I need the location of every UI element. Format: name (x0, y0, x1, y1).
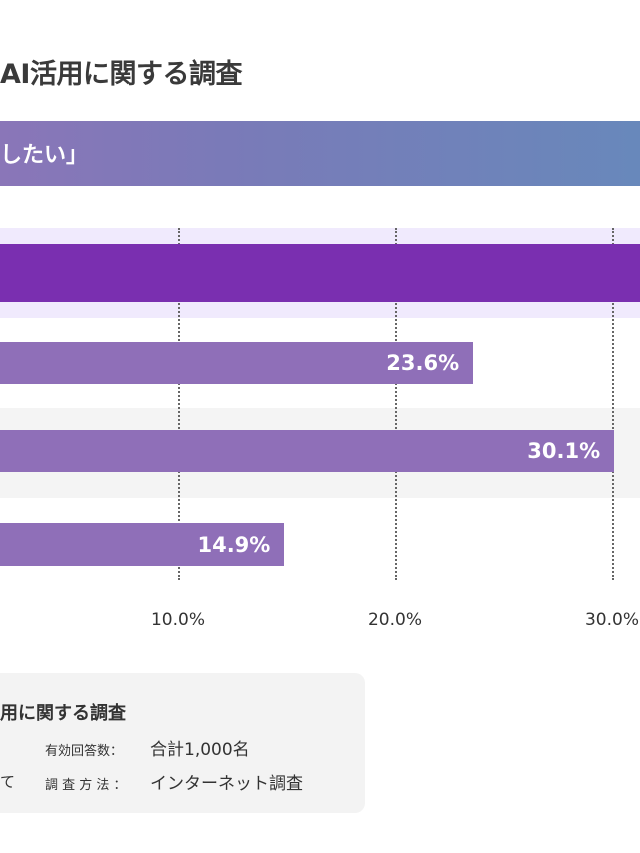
bar-value-label: 14.9% (197, 532, 271, 557)
highlight-bar (0, 244, 640, 302)
bar: 23.6% (0, 342, 474, 384)
gridline (395, 228, 397, 580)
survey-info-box: 用に関する調査 有効回答数： 合計1,000名 調 査 方 法 ： インターネット調… (0, 673, 365, 813)
gridline (612, 228, 614, 580)
bar: 14.9% (0, 523, 285, 566)
survey-method-value: インターネット調査 (150, 774, 303, 794)
bar-value-label: 30.1% (527, 439, 601, 463)
page-title: AI活用に関する調査 (0, 59, 242, 90)
survey-count-value: 合計1,000名 (150, 740, 250, 760)
banner-text: したい」 (0, 143, 89, 168)
banner: したい」 (0, 121, 640, 186)
survey-count-key: 有効回答数： (45, 744, 124, 759)
survey-method-key: 調 査 方 法 ： (45, 778, 127, 793)
bar: 30.1% (0, 430, 615, 472)
x-tick-label: 10.0% (150, 610, 206, 630)
gridline (178, 228, 180, 580)
x-tick-label: 30.0% (584, 610, 640, 630)
survey-count-row: 有効回答数： 合計1,000名 (45, 735, 250, 760)
x-tick-label: 20.0% (367, 610, 423, 630)
survey-method-row: 調 査 方 法 ： インターネット調査 (45, 769, 303, 794)
bar-value-label: 23.6% (386, 351, 460, 375)
survey-title: 用に関する調査 (0, 703, 126, 724)
survey-cut-text: て (0, 773, 16, 791)
